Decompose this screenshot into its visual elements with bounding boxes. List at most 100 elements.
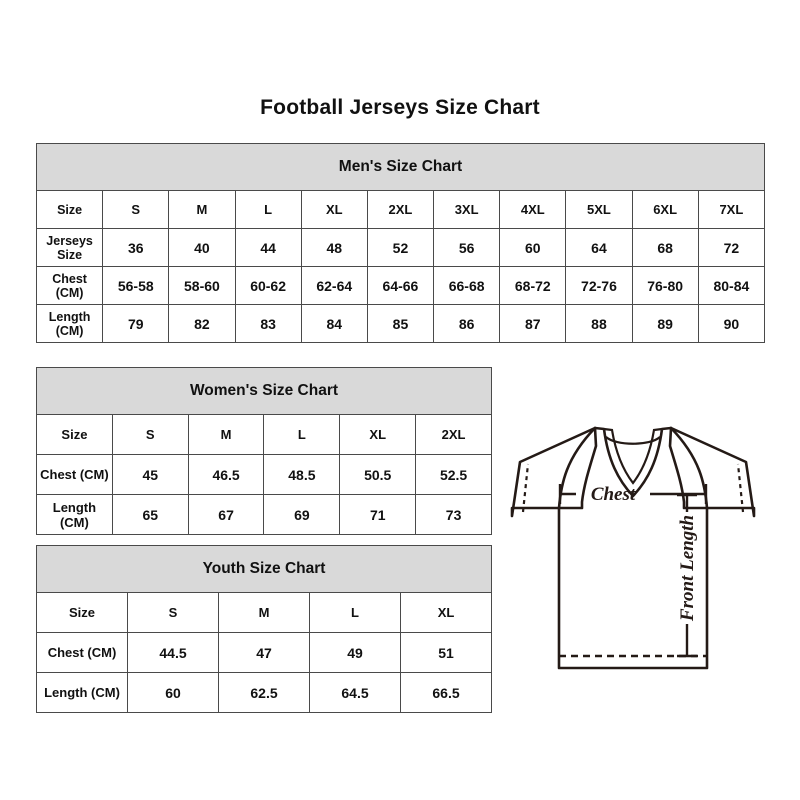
youth-caption-row: Youth Size Chart — [36, 545, 492, 593]
womens-column-header-l: L — [263, 414, 341, 455]
womens-length-2xl: 73 — [415, 494, 492, 535]
mens-chest-xl: 62-64 — [300, 266, 368, 305]
mens-length-xl: 84 — [300, 304, 368, 343]
womens-length-s: 65 — [111, 494, 189, 535]
mens-table-caption: Men's Size Chart — [36, 143, 765, 191]
womens-column-header-row: Size S M L XL 2XL — [36, 414, 492, 455]
right-sleeve-hem-dashed — [736, 463, 745, 513]
womens-length-m: 67 — [187, 494, 265, 535]
youth-length-s: 60 — [127, 672, 219, 713]
mens-caption-row: Men's Size Chart — [36, 143, 765, 191]
womens-column-header-m: M — [187, 414, 265, 455]
womens-table-body: Women's Size Chart Size S M L XL 2XL Che… — [36, 367, 492, 535]
youth-length-xl: 66.5 — [400, 672, 492, 713]
youth-table-body: Youth Size Chart Size S M L XL Chest (CM… — [36, 545, 492, 713]
youth-length-m: 62.5 — [218, 672, 310, 713]
mens-jerseys-size-l: 44 — [234, 228, 302, 267]
womens-length-l: 69 — [263, 494, 341, 535]
v-neck-inner-outline — [603, 427, 663, 485]
mens-row-label-length: Length (CM) — [35, 304, 104, 343]
mens-row-label-jerseys-size: Jerseys Size — [35, 228, 104, 267]
mens-column-header-3xl: 3XL — [433, 190, 501, 229]
youth-column-header-xl: XL — [400, 592, 492, 633]
mens-chest-s: 56-58 — [102, 266, 170, 305]
mens-length-2xl: 85 — [366, 304, 435, 343]
jersey-body-outline — [557, 506, 709, 670]
v-neck-outer-outline — [593, 426, 673, 498]
youth-size-chart-table: Youth Size Chart Size S M L XL Chest (CM… — [36, 545, 492, 713]
mens-size-chart-table: Men's Size Chart Size S M L XL 2XL 3XL 4… — [35, 143, 766, 343]
womens-row-label-length: Length (CM) — [36, 494, 113, 535]
womens-table-caption: Women's Size Chart — [36, 367, 492, 415]
front-length-measure-label: Front Length — [677, 515, 698, 622]
mens-length-s: 79 — [102, 304, 170, 343]
womens-chest-2xl: 52.5 — [415, 454, 492, 495]
mens-jerseys-size-2xl: 52 — [366, 228, 435, 267]
jersey-measurement-diagram: Chest Front Length — [500, 404, 766, 682]
mens-length-7xl: 90 — [697, 304, 766, 343]
table-row: Length (CM) 60 62.5 64.5 66.5 — [36, 672, 492, 713]
chest-measure-label: Chest — [591, 484, 636, 505]
mens-chest-3xl: 66-68 — [433, 266, 501, 305]
mens-jerseys-size-6xl: 68 — [631, 228, 699, 267]
youth-row-label-length: Length (CM) — [36, 672, 128, 713]
youth-chest-m: 47 — [218, 632, 310, 673]
mens-column-header-5xl: 5XL — [565, 190, 633, 229]
mens-jerseys-size-m: 40 — [168, 228, 236, 267]
mens-jerseys-size-5xl: 64 — [565, 228, 633, 267]
collar-band-curve — [605, 436, 661, 445]
womens-column-header-2xl: 2XL — [415, 414, 492, 455]
table-row: Chest (CM) 45 46.5 48.5 50.5 52.5 — [36, 454, 492, 495]
mens-column-header-row: Size S M L XL 2XL 3XL 4XL 5XL 6XL 7XL — [35, 190, 766, 229]
womens-chest-xl: 50.5 — [339, 454, 417, 495]
womens-size-chart-table: Women's Size Chart Size S M L XL 2XL Che… — [36, 367, 492, 535]
womens-column-header-xl: XL — [339, 414, 417, 455]
mens-jerseys-size-4xl: 60 — [499, 228, 567, 267]
mens-length-4xl: 87 — [499, 304, 567, 343]
womens-chest-m: 46.5 — [187, 454, 265, 495]
mens-chest-5xl: 72-76 — [565, 266, 633, 305]
youth-chest-l: 49 — [309, 632, 401, 673]
mens-column-header-6xl: 6XL — [631, 190, 699, 229]
mens-column-header-m: M — [168, 190, 236, 229]
mens-chest-4xl: 68-72 — [499, 266, 567, 305]
womens-row-label-chest: Chest (CM) — [36, 454, 113, 495]
mens-chest-m: 58-60 — [168, 266, 236, 305]
mens-column-header-7xl: 7XL — [697, 190, 766, 229]
womens-column-header-s: S — [111, 414, 189, 455]
youth-column-header-row: Size S M L XL — [36, 592, 492, 633]
mens-jerseys-size-3xl: 56 — [433, 228, 501, 267]
youth-row-label-chest: Chest (CM) — [36, 632, 128, 673]
left-sleeve-hem-dashed — [521, 463, 530, 513]
womens-chest-l: 48.5 — [263, 454, 341, 495]
table-row: Chest (CM) 56-58 58-60 60-62 62-64 64-66… — [35, 266, 766, 305]
page-title: Football Jerseys Size Chart — [260, 96, 540, 119]
youth-length-l: 64.5 — [309, 672, 401, 713]
mens-jerseys-size-xl: 48 — [300, 228, 368, 267]
mens-chest-7xl: 80-84 — [697, 266, 766, 305]
youth-chest-s: 44.5 — [127, 632, 219, 673]
mens-column-header-xl: XL — [300, 190, 368, 229]
table-row: Length (CM) 79 82 83 84 85 86 87 88 89 9… — [35, 304, 766, 343]
youth-row-header-label: Size — [36, 592, 128, 633]
table-row: Chest (CM) 44.5 47 49 51 — [36, 632, 492, 673]
mens-length-3xl: 86 — [433, 304, 501, 343]
mens-chest-l: 60-62 — [234, 266, 302, 305]
right-sleeve-outline — [668, 426, 756, 518]
youth-table-caption: Youth Size Chart — [36, 545, 492, 593]
mens-column-header-4xl: 4XL — [499, 190, 567, 229]
mens-chest-6xl: 76-80 — [631, 266, 699, 305]
youth-column-header-s: S — [127, 592, 219, 633]
mens-table-body: Men's Size Chart Size S M L XL 2XL 3XL 4… — [35, 143, 766, 343]
mens-column-header-s: S — [102, 190, 170, 229]
mens-column-header-2xl: 2XL — [366, 190, 435, 229]
mens-length-6xl: 89 — [631, 304, 699, 343]
left-sleeve-outline — [510, 426, 598, 518]
mens-jerseys-size-s: 36 — [102, 228, 170, 267]
mens-length-m: 82 — [168, 304, 236, 343]
youth-column-header-l: L — [309, 592, 401, 633]
womens-caption-row: Women's Size Chart — [36, 367, 492, 415]
mens-length-5xl: 88 — [565, 304, 633, 343]
youth-chest-xl: 51 — [400, 632, 492, 673]
mens-jerseys-size-7xl: 72 — [697, 228, 766, 267]
